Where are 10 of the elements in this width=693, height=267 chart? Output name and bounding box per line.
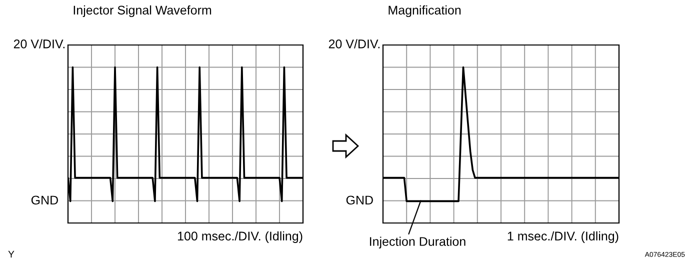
- chart-title: Magnification: [388, 5, 461, 18]
- x-axis-title: 1 msec./DIV. (Idling): [508, 231, 618, 243]
- text: 20 V/DIV.: [14, 39, 65, 48]
- text: GND: [31, 196, 58, 205]
- x-axis-title: 100 msec./DIV. (Idling): [178, 231, 302, 243]
- chart-title: Injector Signal Waveform: [74, 5, 212, 18]
- text: GND: [346, 196, 373, 205]
- text: Y: [8, 250, 14, 258]
- text: Injection Duration: [370, 236, 466, 248]
- text: 20 V/DIV.: [328, 39, 380, 48]
